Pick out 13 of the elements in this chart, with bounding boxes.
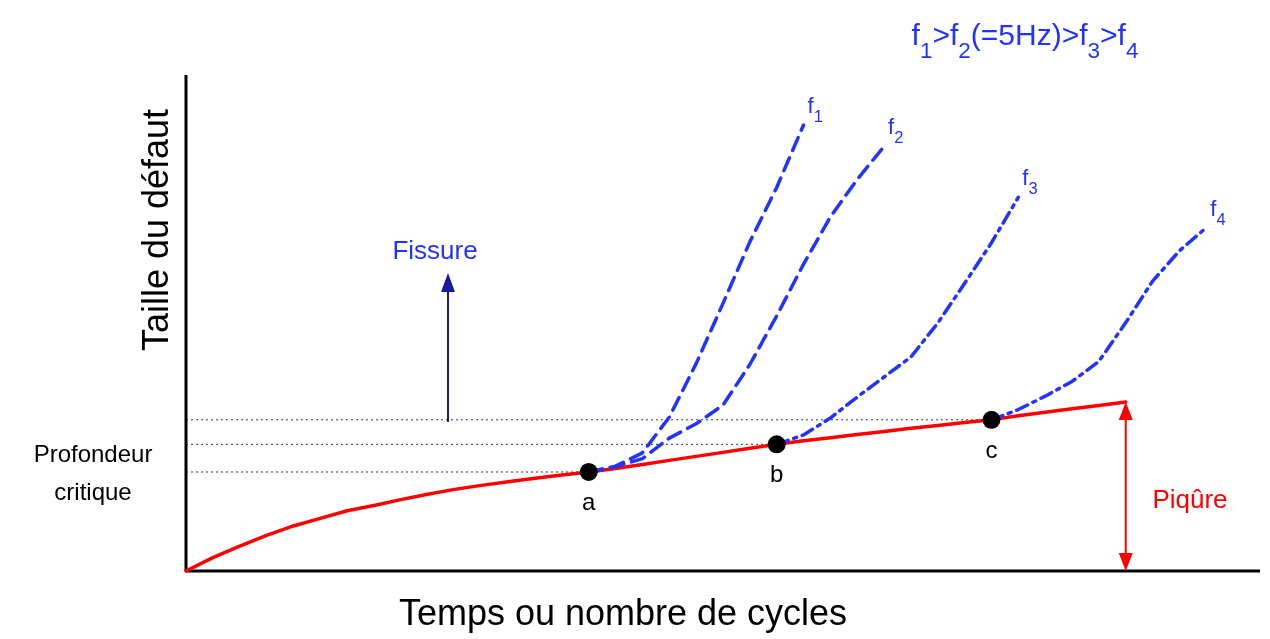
series-label: f$_{4}$ bbox=[1210, 195, 1226, 228]
y-axis-title: Taille du défaut bbox=[135, 108, 176, 352]
annotation: c bbox=[985, 435, 998, 463]
annotation: Fissure bbox=[392, 235, 478, 265]
annotation: Piqûre bbox=[1152, 484, 1228, 514]
chart-title: f$_{1}$>f$_{2}$(=5Hz)>f$_{3}$>f$_{4}$ bbox=[911, 18, 1139, 63]
x-axis-title: Temps ou nombre de cycles bbox=[398, 592, 848, 633]
series-label: f$_{2}$ bbox=[888, 114, 904, 147]
text: Profondeur critique bbox=[33, 440, 153, 505]
series-label: f$_{3}$ bbox=[1022, 165, 1038, 198]
annotation: a bbox=[582, 487, 597, 515]
annotation: b bbox=[770, 460, 784, 488]
series-label: f$_{1}$ bbox=[807, 93, 823, 125]
